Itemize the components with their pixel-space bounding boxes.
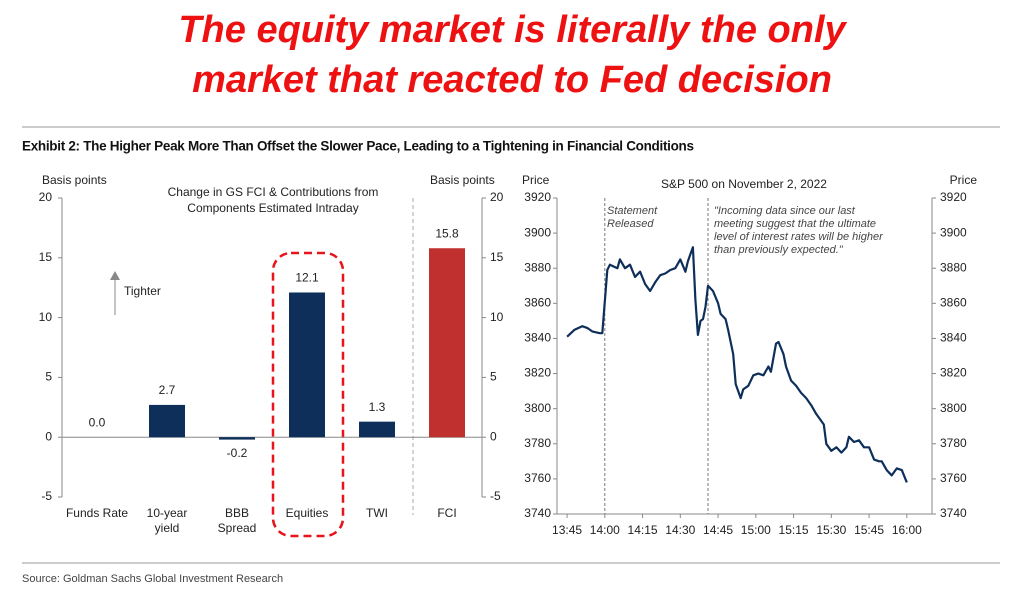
y-tick-label: 3740 (524, 506, 551, 520)
y-tick-label: 3880 (524, 260, 551, 274)
x-tick-label: 15:00 (741, 523, 771, 537)
y2-tick-label: 20 (490, 190, 504, 204)
highlight (271, 251, 345, 538)
price-line (566, 246, 908, 483)
arrow-head (110, 271, 120, 280)
annotation: Tighter (124, 284, 161, 298)
x-tick-label: 15:45 (854, 523, 884, 537)
y-tick-label: 3780 (524, 436, 551, 450)
x-tick-label: 14:15 (628, 523, 658, 537)
x-tick-label: Equities (286, 506, 329, 520)
y-tick-label: 3860 (524, 296, 551, 310)
y-tick-label: 10 (39, 310, 53, 324)
x-tick-label: TWI (366, 506, 388, 520)
value-label: 15.8 (435, 226, 459, 240)
x-tick-label: 10-year yield (147, 506, 188, 535)
y-tick-label: -5 (41, 489, 52, 503)
value-label: 1.3 (369, 400, 386, 414)
value-label: 12.1 (295, 271, 319, 285)
y2-tick-label: 5 (490, 370, 497, 384)
y2-tick-label: 3920 (940, 190, 967, 204)
bar (359, 421, 395, 438)
y2-tick-label: 3900 (940, 225, 967, 239)
y2-tick-label: 3880 (940, 260, 967, 274)
x-tick-label: 15:30 (816, 523, 846, 537)
x-tick-label: 16:00 (892, 523, 922, 537)
headline: The equity market is literally the only (178, 9, 847, 51)
y2-tick-label: 3860 (940, 296, 967, 310)
y-tick-label: 0 (45, 429, 52, 443)
source: Source: Goldman Sachs Global Investment … (22, 573, 283, 585)
y2-tick-label: 3840 (940, 331, 967, 345)
y-axis-label: Basis points (42, 173, 107, 187)
y-tick-label: 3840 (524, 331, 551, 345)
exhibit-title: Exhibit 2: The Higher Peak More Than Off… (22, 139, 694, 154)
y-axis-label: Price (522, 173, 550, 187)
y2-tick-label: 0 (490, 429, 497, 443)
bar (429, 248, 465, 438)
annotation: "Incoming data since our last meeting sug… (714, 205, 884, 256)
y2-tick-label: 3820 (940, 366, 967, 380)
y-tick-label: 3900 (524, 225, 551, 239)
x-tick-label: 14:00 (590, 523, 620, 537)
bar (289, 292, 325, 438)
y2-axis-label: Basis points (430, 173, 495, 187)
y2-tick-label: 3800 (940, 401, 967, 415)
chart-title: Change in GS FCI & Contributions from Com… (168, 185, 379, 215)
y-tick-label: 20 (39, 190, 53, 204)
y2-tick-label: 3780 (940, 436, 967, 450)
y-tick-label: 3820 (524, 366, 551, 380)
value-label: 2.7 (159, 383, 176, 397)
y2-axis-label: Price (950, 173, 978, 187)
value-label: 0.0 (89, 415, 106, 429)
x-tick-label: 13:45 (552, 523, 582, 537)
x-tick-label: BBB Spread (218, 506, 257, 535)
chart-title: S&P 500 on November 2, 2022 (661, 177, 827, 191)
x-tick-label: 14:30 (665, 523, 695, 537)
x-tick-label: 14:45 (703, 523, 733, 537)
y-tick-label: 5 (45, 370, 52, 384)
x-tick-label: Funds Rate (66, 506, 128, 520)
bar (219, 437, 255, 440)
value-label: -0.2 (227, 446, 248, 460)
bar (149, 404, 185, 438)
y2-tick-label: 10 (490, 310, 504, 324)
y2-tick-label: 15 (490, 250, 504, 264)
annotation: Statement Released (607, 205, 658, 230)
y-tick-label: 3800 (524, 401, 551, 415)
y2-tick-label: 3760 (940, 471, 967, 485)
y-tick-label: 3760 (524, 471, 551, 485)
x-tick-label: 15:15 (779, 523, 809, 537)
y2-tick-label: -5 (490, 489, 501, 503)
y2-tick-label: 3740 (940, 506, 967, 520)
y-tick-label: 15 (39, 250, 53, 264)
headline: market that reacted to Fed decision (192, 59, 832, 101)
x-tick-label: FCI (437, 506, 456, 520)
y-tick-label: 3920 (524, 190, 551, 204)
